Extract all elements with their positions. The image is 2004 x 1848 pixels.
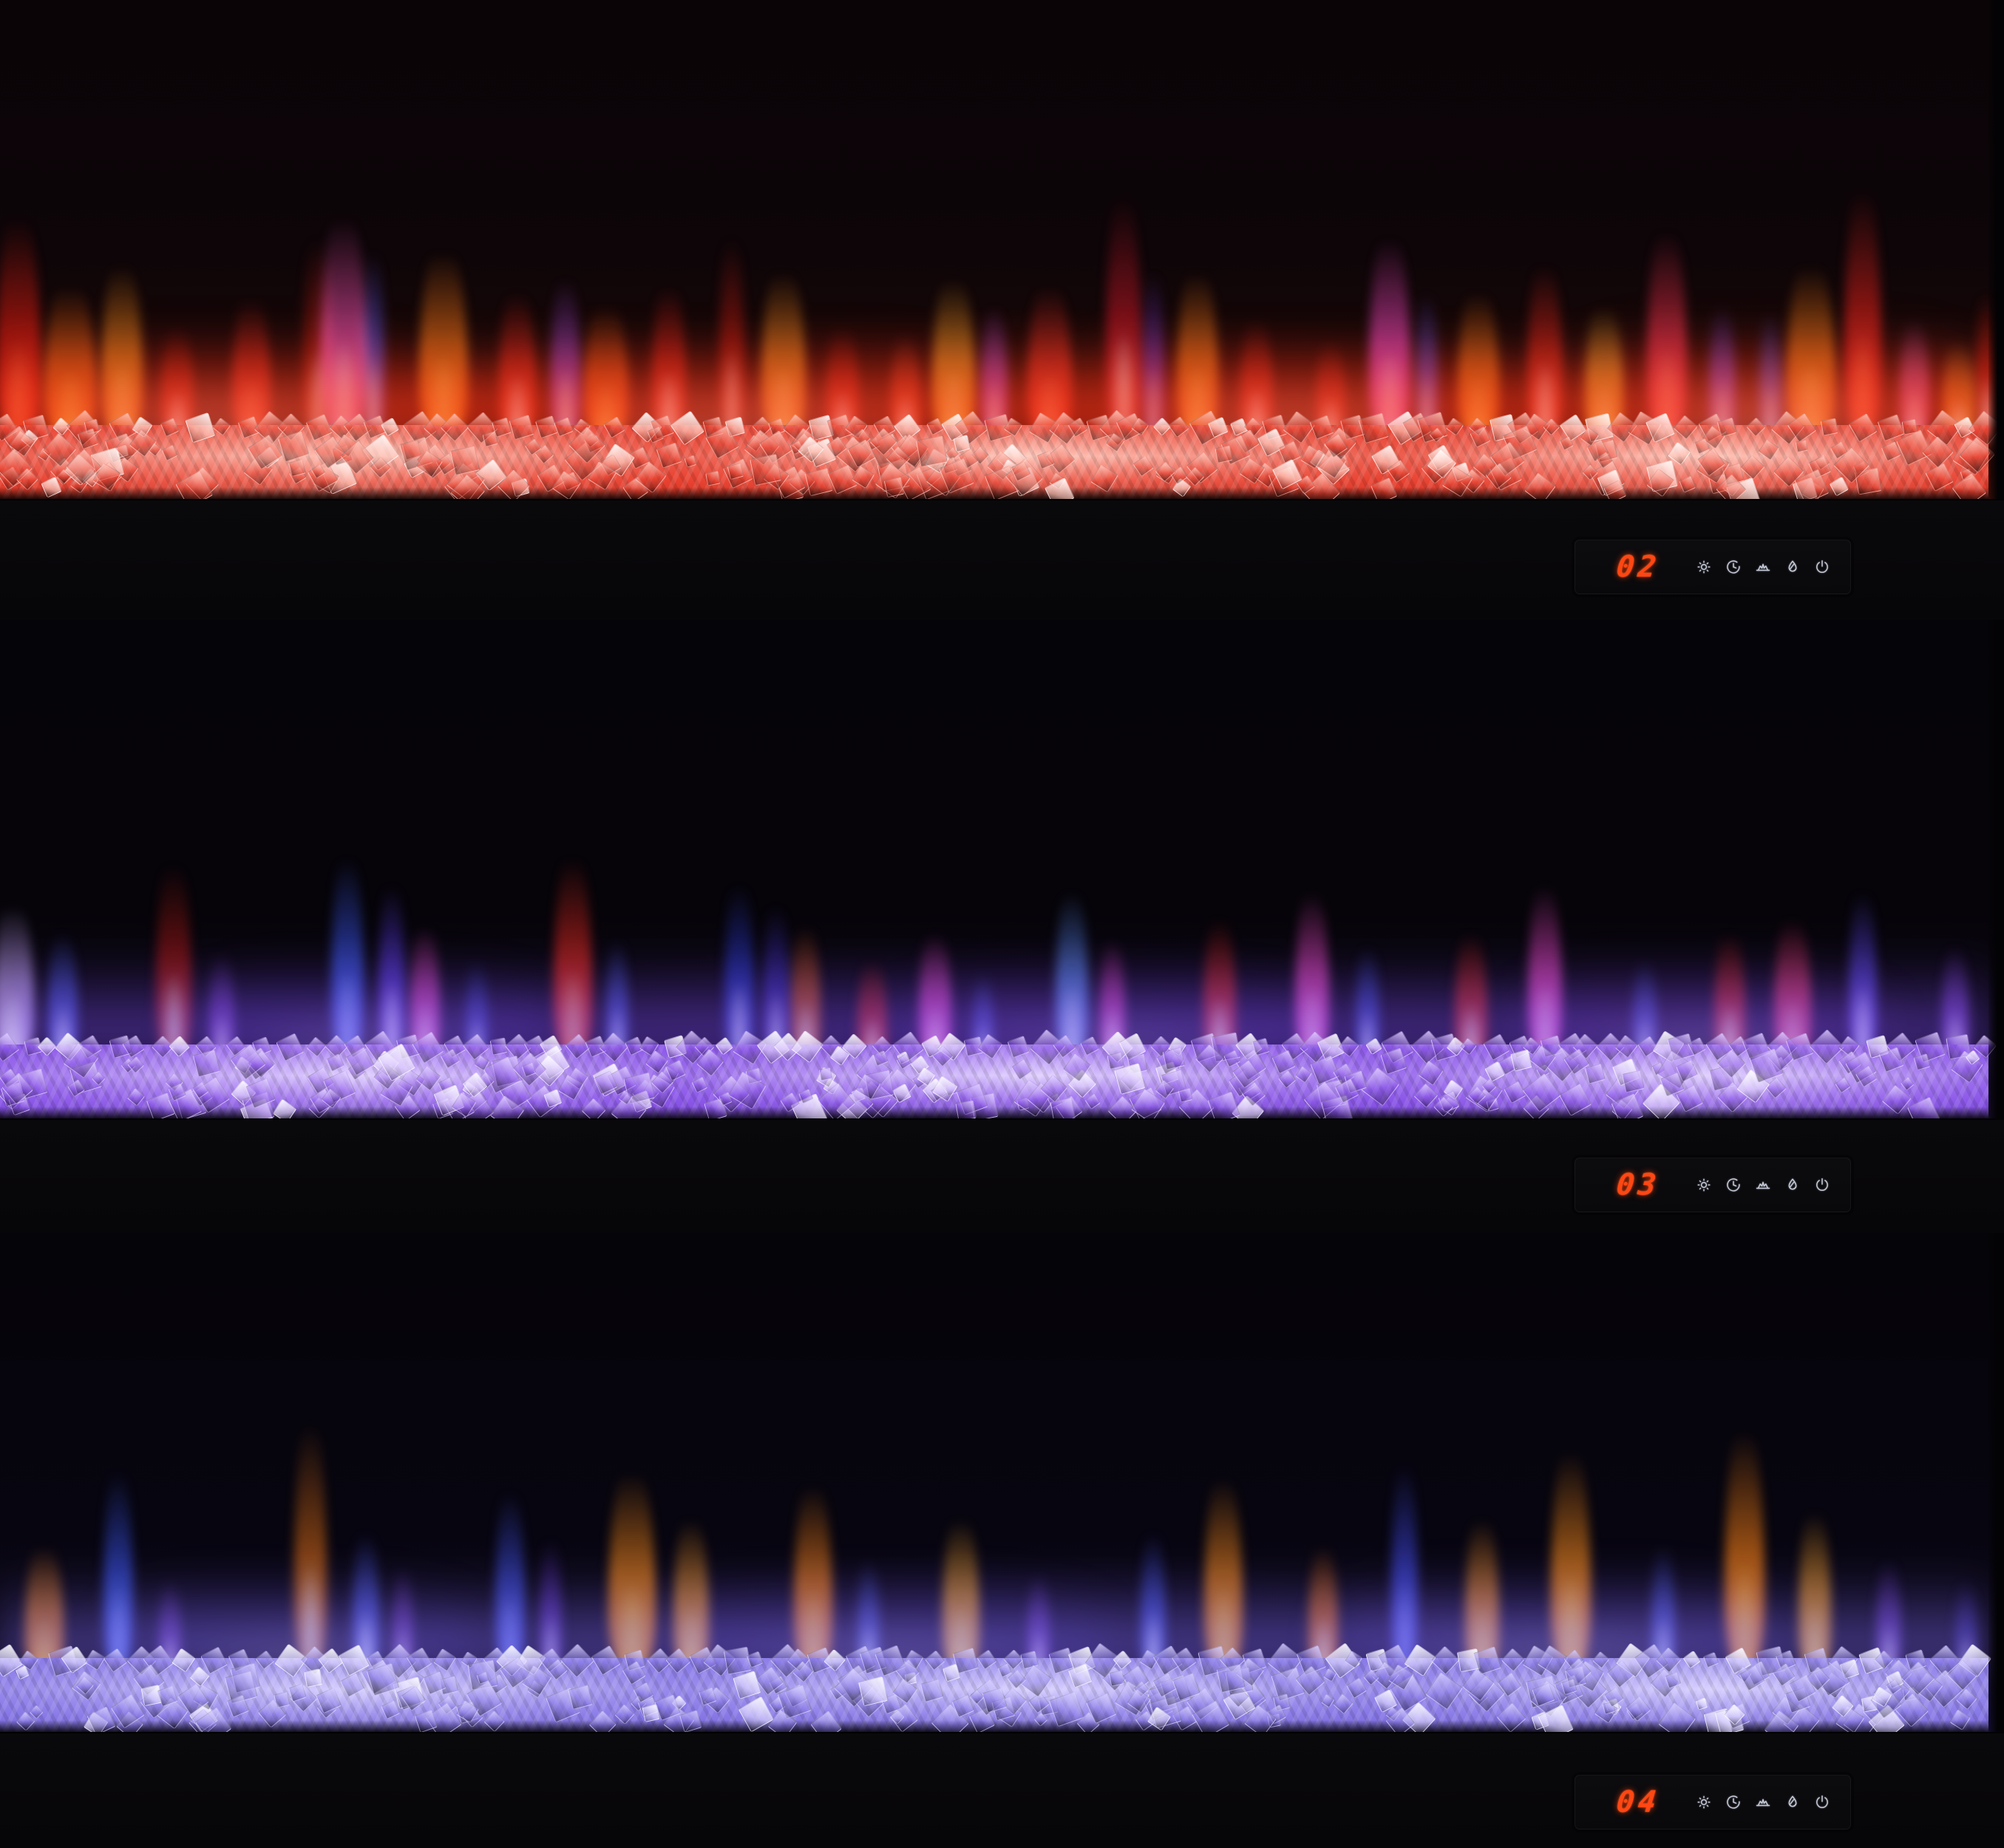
timer-icon[interactable] bbox=[1725, 1793, 1742, 1811]
crystal-facet bbox=[161, 444, 179, 461]
crystal-facet bbox=[449, 445, 480, 475]
right-frame bbox=[1988, 0, 2004, 500]
crystal-facet bbox=[1011, 1058, 1033, 1080]
crystal-facet bbox=[277, 430, 310, 463]
crystal-facet bbox=[1835, 1076, 1852, 1094]
power-icon[interactable] bbox=[1813, 1176, 1831, 1194]
brightness-icon[interactable] bbox=[1695, 1176, 1713, 1194]
crystal-facet bbox=[325, 1053, 344, 1073]
crystal-facet bbox=[684, 455, 697, 469]
right-frame bbox=[1988, 619, 2004, 1120]
crystal-facet bbox=[1739, 454, 1765, 480]
crystal-facet bbox=[655, 442, 682, 469]
crystal-facet bbox=[1695, 1696, 1709, 1711]
crystal-facet bbox=[1132, 455, 1155, 478]
ember-bed-icon[interactable] bbox=[1754, 1793, 1772, 1811]
brightness-icon[interactable] bbox=[1695, 558, 1713, 576]
crystal-facet bbox=[568, 1684, 594, 1711]
crystal-facet bbox=[1899, 1076, 1915, 1092]
crystal-facet bbox=[818, 1067, 833, 1081]
crystal-facet bbox=[749, 453, 782, 486]
crystal-bed bbox=[0, 1029, 1997, 1134]
power-icon[interactable] bbox=[1813, 1793, 1831, 1811]
crystal-facet bbox=[1796, 439, 1809, 453]
power-icon[interactable] bbox=[1813, 558, 1831, 576]
crystal-bed bbox=[0, 410, 2004, 514]
crystal-facet bbox=[126, 1087, 146, 1107]
crystal-facet bbox=[340, 1672, 366, 1698]
crystal-facet bbox=[920, 1678, 944, 1702]
crystal-facet bbox=[691, 1076, 709, 1093]
crystal-facet bbox=[916, 435, 948, 467]
led-display: 03 bbox=[1614, 1168, 1662, 1202]
crystal-facet bbox=[1764, 1076, 1787, 1099]
touch-control-panel: 02 bbox=[1575, 540, 1851, 594]
crystal-facet bbox=[192, 1049, 221, 1078]
crystal-facet bbox=[304, 1668, 324, 1688]
crystal-facet bbox=[1332, 1694, 1353, 1715]
led-display: 04 bbox=[1614, 1785, 1662, 1819]
flame-icon[interactable] bbox=[1784, 558, 1801, 576]
crystal-facet bbox=[1162, 1047, 1186, 1070]
crystal-facet bbox=[1621, 1070, 1645, 1093]
crystal-facet bbox=[1820, 418, 1839, 437]
touch-control-panel: 04 bbox=[1575, 1775, 1851, 1830]
crystal-bed bbox=[0, 1643, 1992, 1746]
crystal-facet bbox=[732, 1671, 761, 1700]
crystal-facet bbox=[1320, 1694, 1336, 1709]
timer-icon[interactable] bbox=[1725, 1176, 1742, 1194]
crystal-facet bbox=[1345, 1677, 1368, 1699]
control-icons bbox=[1695, 1793, 1831, 1811]
crystal-facet bbox=[1215, 445, 1233, 463]
flame-icon[interactable] bbox=[1784, 1793, 1801, 1811]
timer-icon[interactable] bbox=[1725, 558, 1742, 576]
crystal-facet bbox=[1503, 1081, 1526, 1104]
crystal-facet bbox=[705, 470, 721, 486]
crystal-facet bbox=[1424, 1671, 1464, 1710]
touch-control-panel: 03 bbox=[1575, 1158, 1851, 1212]
crystal-facet bbox=[1417, 1059, 1444, 1086]
fireplace-unit-middle: 03 bbox=[0, 619, 2004, 1233]
crystal-facet bbox=[1584, 1063, 1606, 1085]
ember-bed-icon[interactable] bbox=[1754, 558, 1772, 576]
led-display: 02 bbox=[1614, 550, 1662, 584]
crystal-facet bbox=[1913, 1053, 1931, 1070]
brightness-icon[interactable] bbox=[1695, 1793, 1713, 1811]
fireplace-unit-bottom: 04 bbox=[0, 1232, 2004, 1848]
crystal-facet bbox=[1108, 1670, 1126, 1688]
crystal-facet bbox=[1294, 1065, 1312, 1084]
crystal-facet bbox=[1510, 1049, 1532, 1072]
crystal-facet bbox=[884, 476, 906, 497]
flame-icon[interactable] bbox=[1784, 1176, 1801, 1194]
ember-bed-icon[interactable] bbox=[1754, 1176, 1772, 1194]
crystal-facet bbox=[1626, 1696, 1651, 1722]
fireplace-unit-top: 02 bbox=[0, 0, 2004, 619]
right-frame bbox=[1988, 1233, 2004, 1733]
control-icons bbox=[1695, 1176, 1831, 1194]
control-icons bbox=[1695, 558, 1831, 576]
crystal-facet bbox=[1758, 438, 1780, 461]
crystal-facet bbox=[1216, 1663, 1246, 1693]
